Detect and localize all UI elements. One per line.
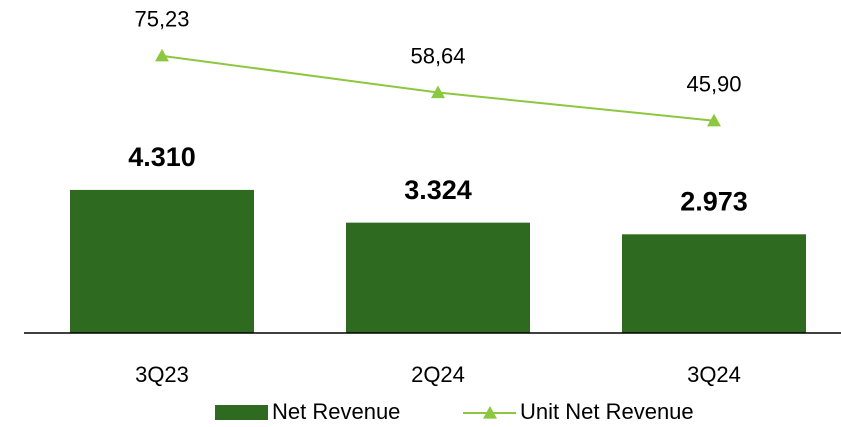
line-marker [707,113,721,127]
legend-swatch [215,405,268,420]
x-tick-label: 2Q24 [411,362,465,387]
bar-label: 2.973 [680,186,748,216]
bar-label: 3.324 [404,175,472,205]
line-marker [431,85,445,99]
bar-label: 4.310 [128,142,196,172]
line-label: 45,90 [686,72,741,97]
legend-label: Unit Net Revenue [520,399,694,424]
x-tick-label: 3Q23 [135,362,189,387]
legend-label: Net Revenue [272,399,400,424]
bar [622,234,806,333]
x-tick-label: 3Q24 [687,362,741,387]
bar [70,189,254,333]
line-label: 58,64 [410,43,465,68]
line-marker [155,48,169,62]
legend-marker [483,406,497,419]
line-label: 75,23 [134,7,189,32]
bar [346,222,530,333]
